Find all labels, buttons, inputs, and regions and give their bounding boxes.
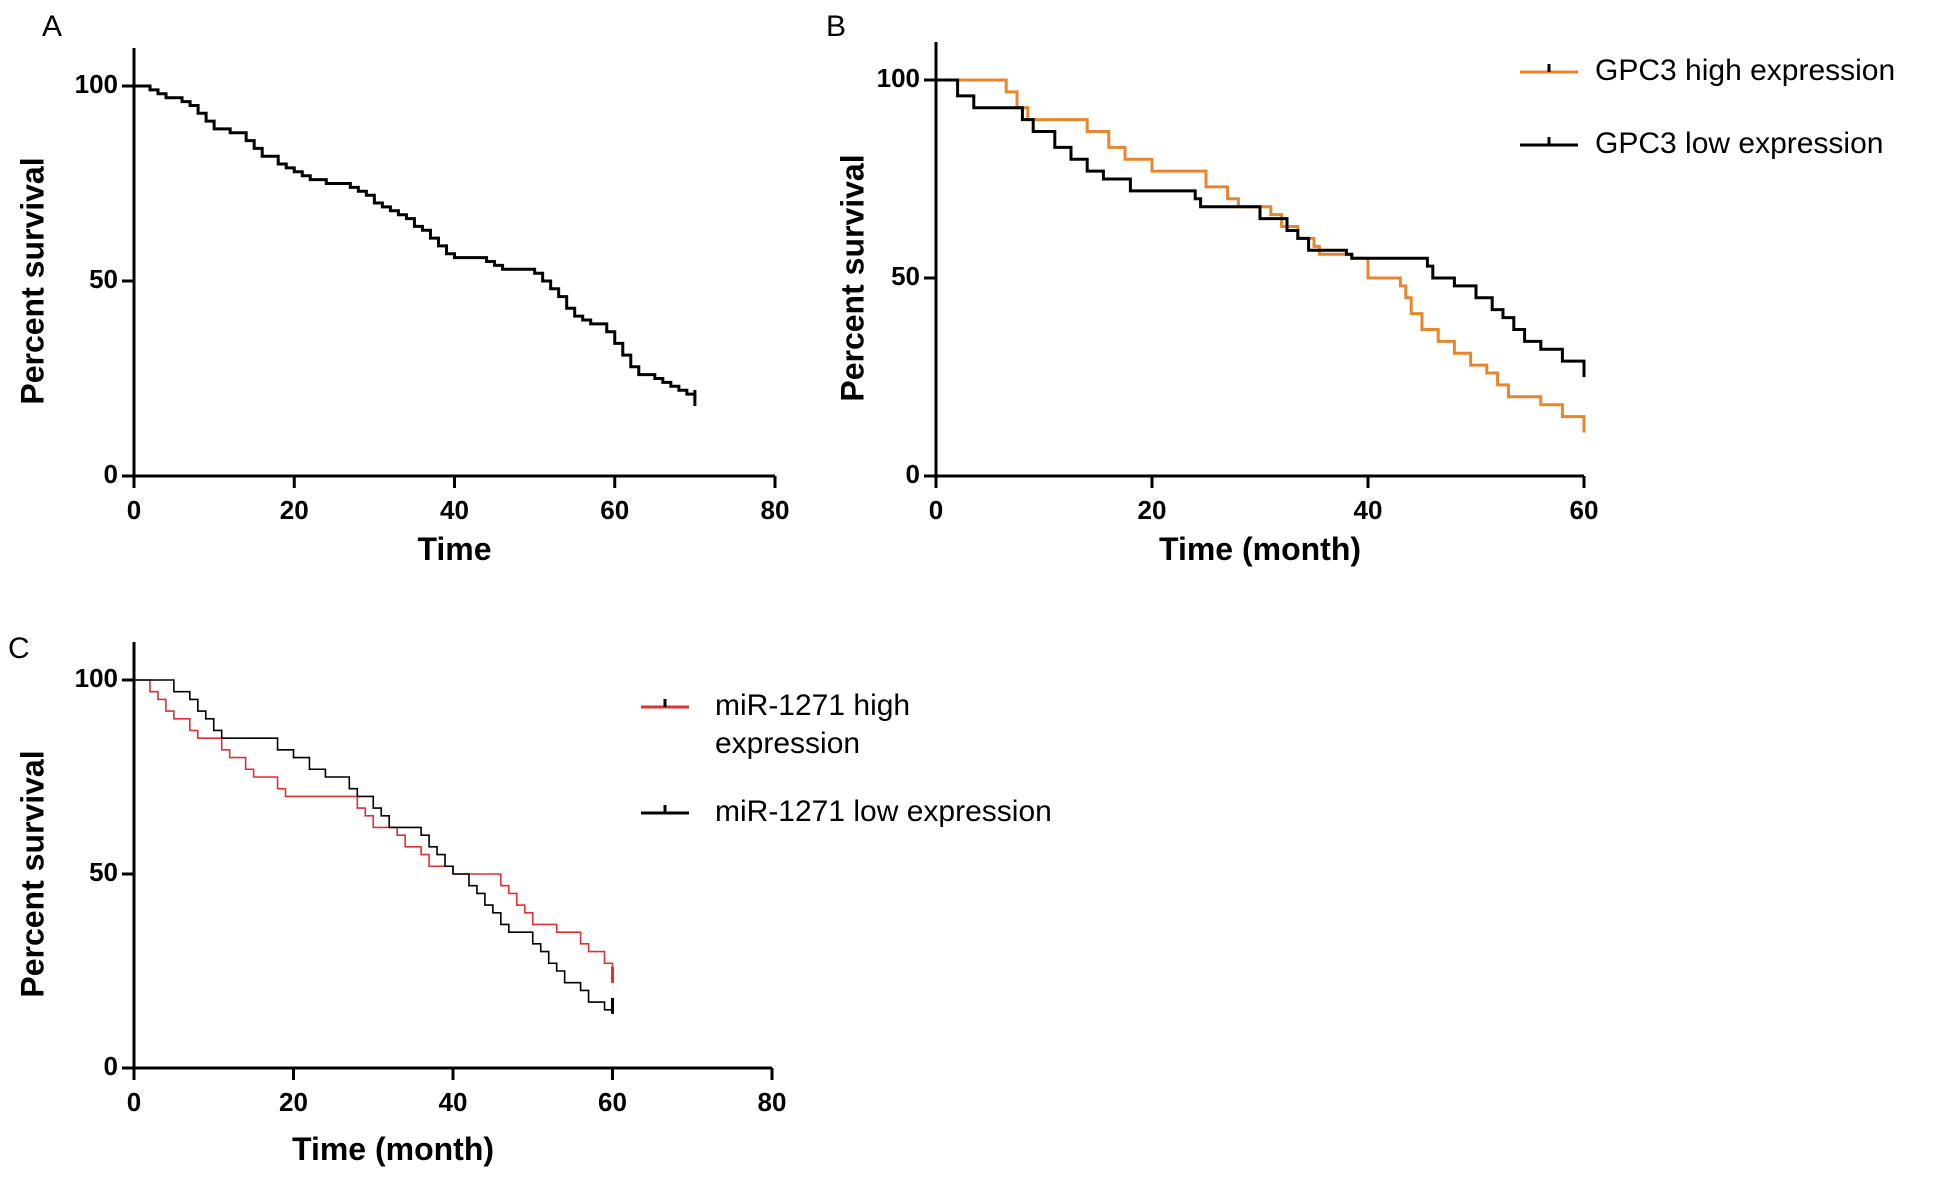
y-tick-label: 50 (89, 857, 118, 887)
y-tick-label: 0 (104, 459, 118, 489)
survival-curve-gpc3-low-expression (936, 78, 1586, 370)
x-tick-label: 40 (439, 1087, 468, 1117)
x-axis-title: Time (month) (292, 1131, 494, 1167)
legend-label: miR-1271 low expression (715, 795, 1052, 828)
chart-panel-c: C 0 50 100 0 20 40 60 80 Time (month) Percent surv… (8, 632, 1052, 1167)
x-axis-title: Time (417, 531, 491, 567)
x-tick-label: 80 (758, 1087, 787, 1117)
panel-label: B (826, 10, 846, 43)
x-tick-label: 20 (279, 1087, 308, 1117)
chart-panel-a: A 0 50 100 0 20 40 60 80 Time Percent survival (14, 10, 789, 567)
legend-label: GPC3 high expression (1595, 54, 1895, 87)
y-tick-label: 100 (877, 63, 920, 93)
x-tick-label: 40 (440, 495, 469, 525)
x-tick-label: 0 (127, 1087, 141, 1117)
y-axis-title: Percent survival (14, 157, 50, 404)
x-tick-label: 60 (598, 1087, 627, 1117)
x-tick-label: 80 (761, 495, 790, 525)
legend-label: miR-1271 high expression (715, 689, 910, 760)
y-tick-label: 100 (75, 663, 118, 693)
panel-label: A (42, 10, 62, 43)
x-tick-label: 60 (600, 495, 629, 525)
x-tick-label: 60 (1570, 495, 1599, 525)
x-axis-title: Time (month) (1159, 531, 1361, 567)
survival-curve-overall (134, 84, 697, 398)
y-tick-label: 100 (75, 69, 118, 99)
x-tick-label: 20 (1138, 495, 1167, 525)
panel-label: C (8, 632, 30, 665)
survival-curve-mir-1271-high-expression (134, 679, 614, 975)
y-tick-label: 50 (89, 264, 118, 294)
y-axis-title: Percent survival (834, 154, 870, 401)
survival-curve-gpc3-high-expression (936, 78, 1586, 425)
chart-panel-b: B 0 50 100 0 20 40 60 Time (month) Percent surviv… (826, 10, 1895, 567)
y-axis-title: Percent survival (14, 750, 50, 997)
x-tick-label: 40 (1354, 495, 1383, 525)
y-tick-label: 50 (891, 261, 920, 291)
x-tick-label: 20 (280, 495, 309, 525)
x-tick-label: 0 (929, 495, 943, 525)
y-tick-label: 0 (906, 459, 920, 489)
y-tick-label: 0 (104, 1051, 118, 1081)
legend-label: GPC3 low expression (1595, 127, 1883, 160)
survival-curve-mir-1271-low-expression (134, 679, 614, 1011)
x-tick-label: 0 (127, 495, 141, 525)
